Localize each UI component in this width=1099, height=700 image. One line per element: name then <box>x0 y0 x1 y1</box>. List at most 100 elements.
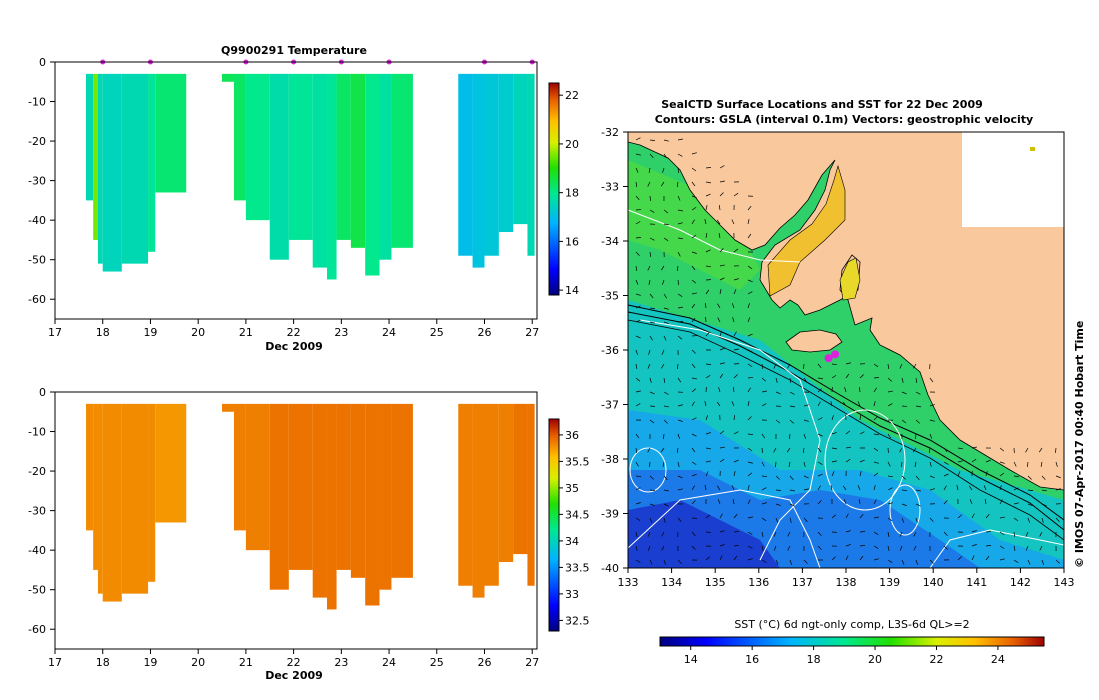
velocity-vector <box>761 487 767 491</box>
lon-tick-label: 136 <box>748 576 769 589</box>
velocity-vector <box>845 530 851 533</box>
velocity-vector <box>661 545 665 551</box>
velocity-vector <box>761 403 767 407</box>
velocity-vector <box>859 471 862 477</box>
missing-data-speck <box>1030 147 1035 151</box>
velocity-vector <box>943 545 948 550</box>
velocity-vector <box>761 502 767 505</box>
velocity-vector <box>660 265 665 271</box>
y-tick-label: -60 <box>28 293 46 306</box>
velocity-vector <box>719 264 725 267</box>
velocity-vector <box>677 293 683 298</box>
lon-tick-label: 134 <box>661 576 682 589</box>
velocity-vector <box>901 517 905 523</box>
velocity-vector <box>887 487 893 491</box>
salinity-cells <box>86 403 535 610</box>
velocity-vector <box>912 447 917 453</box>
australia-land <box>628 132 1064 491</box>
velocity-vector <box>999 531 1005 536</box>
velocity-vector <box>677 377 682 383</box>
profile-cell <box>458 403 473 586</box>
velocity-vector <box>705 181 711 184</box>
velocity-vector <box>899 531 903 537</box>
velocity-vector <box>747 377 754 379</box>
gsla-contour-2 <box>639 319 821 561</box>
velocity-vector <box>761 447 763 454</box>
profile-cell <box>472 403 485 598</box>
isobath-3 <box>628 319 1064 541</box>
velocity-vector <box>1041 559 1045 565</box>
velocity-vector <box>635 517 641 522</box>
velocity-vector <box>789 405 795 408</box>
velocity-vector <box>647 447 651 453</box>
velocity-vector <box>985 459 991 463</box>
colorbar-tick-label: 18 <box>565 187 579 200</box>
velocity-vector <box>817 433 823 437</box>
colorbar-tick-label: 33 <box>565 588 579 601</box>
velocity-vector <box>635 305 641 309</box>
velocity-vector <box>761 531 764 537</box>
y-tick-label: -30 <box>28 175 46 188</box>
colorbar-tick-label: 33.5 <box>565 561 590 574</box>
velocity-vector <box>857 485 861 491</box>
velocity-vector <box>1040 461 1043 467</box>
velocity-vector <box>719 513 723 519</box>
map-latitude-axis: -32 -33 -34 -35 -36 -37 -38 -39 -40 <box>601 126 628 575</box>
velocity-vector <box>887 377 892 382</box>
velocity-vector <box>635 531 638 537</box>
velocity-vector <box>873 401 876 407</box>
velocity-vector <box>635 319 641 323</box>
velocity-vector <box>635 559 641 563</box>
velocity-vector <box>660 181 665 187</box>
velocity-vector <box>858 499 861 505</box>
velocity-vector <box>761 377 767 382</box>
velocity-vector <box>635 153 641 156</box>
colorbar-tick-label: 35 <box>565 482 579 495</box>
velocity-vector <box>732 317 735 323</box>
velocity-vector <box>775 517 779 523</box>
velocity-vector <box>691 195 697 199</box>
velocity-vector <box>913 531 917 537</box>
gsla-eddy-1 <box>629 447 667 493</box>
velocity-vector <box>1025 447 1029 453</box>
velocity-vector <box>663 307 669 310</box>
velocity-vector <box>761 433 766 439</box>
x-tick-label: 23 <box>334 326 348 339</box>
velocity-vector <box>704 219 707 225</box>
velocity-vector <box>661 349 665 355</box>
velocity-vector <box>691 251 697 254</box>
velocity-vector <box>845 373 850 379</box>
velocity-vector <box>677 488 683 491</box>
velocity-vector <box>873 558 879 561</box>
map-subtitle: Contours: GSLA (interval 0.1m) Vectors: … <box>655 113 1033 126</box>
profile-cell <box>513 73 528 225</box>
velocity-vector <box>761 545 764 551</box>
seal-location-marker <box>824 354 833 363</box>
velocity-vector <box>873 416 878 421</box>
colorbar-tick-label: 34 <box>565 535 579 548</box>
velocity-vector <box>747 461 753 464</box>
velocity-vector <box>789 419 794 424</box>
colorbar-tick-label: 32.5 <box>565 614 590 627</box>
velocity-vector <box>915 475 920 480</box>
velocity-vector <box>677 433 680 439</box>
profile-cell <box>513 403 528 555</box>
velocity-vector <box>775 377 778 383</box>
velocity-vector <box>999 447 1005 452</box>
velocity-vector <box>943 500 948 505</box>
velocity-vector <box>635 265 638 271</box>
y-tick-label: -60 <box>28 623 46 636</box>
velocity-vector <box>648 167 651 173</box>
velocity-vector <box>649 251 652 257</box>
velocity-vector <box>1013 502 1019 505</box>
velocity-vector <box>845 555 849 561</box>
velocity-vector <box>943 485 947 491</box>
velocity-vector <box>929 447 931 454</box>
velocity-vector <box>859 431 865 435</box>
velocity-vector <box>705 332 710 337</box>
salinity-x-axis: 17 18 19 20 21 22 23 24 25 26 27 <box>48 649 539 669</box>
velocity-vector <box>691 447 696 453</box>
velocity-vector <box>817 417 823 421</box>
velocity-vector <box>747 531 753 535</box>
profile-cell <box>484 73 499 256</box>
